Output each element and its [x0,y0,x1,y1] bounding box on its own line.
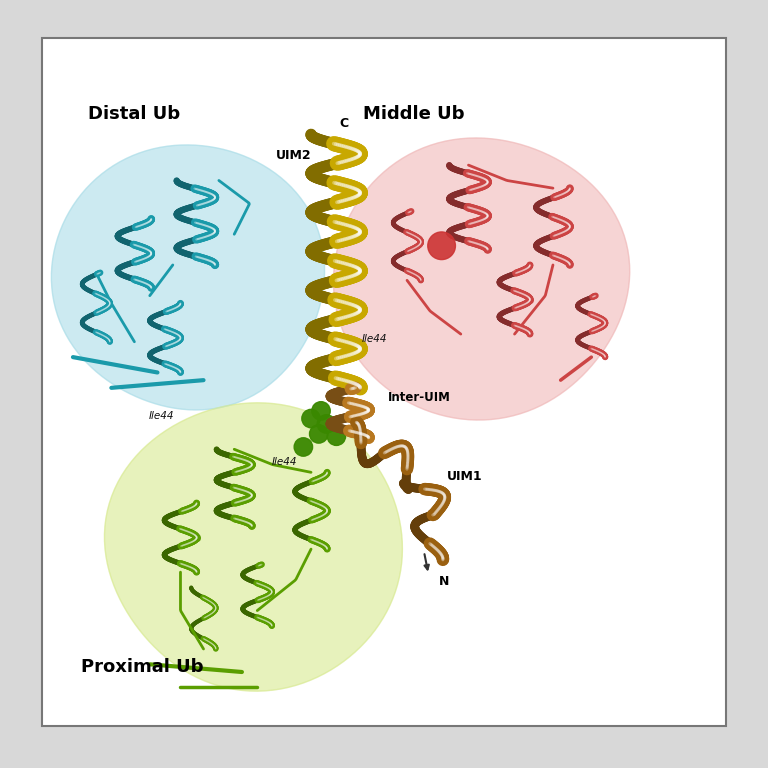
Text: Ile44: Ile44 [148,411,174,421]
FancyBboxPatch shape [42,38,726,726]
Text: Ile44: Ile44 [271,457,297,467]
Circle shape [310,425,328,443]
Text: Middle Ub: Middle Ub [363,105,465,123]
Circle shape [302,409,320,428]
Text: Inter-UIM: Inter-UIM [388,391,451,404]
Text: UIM2: UIM2 [276,149,311,162]
Text: Ile44: Ile44 [362,334,388,344]
Circle shape [327,427,346,445]
Circle shape [312,402,330,420]
Circle shape [428,232,455,260]
Polygon shape [104,402,402,691]
Text: C: C [339,117,349,130]
Polygon shape [51,145,325,410]
Text: Proximal Ub: Proximal Ub [81,658,204,676]
Text: UIM1: UIM1 [447,470,482,483]
Text: N: N [439,575,450,588]
Circle shape [294,438,313,456]
Polygon shape [333,138,630,420]
Circle shape [317,415,336,433]
Text: Distal Ub: Distal Ub [88,105,180,123]
